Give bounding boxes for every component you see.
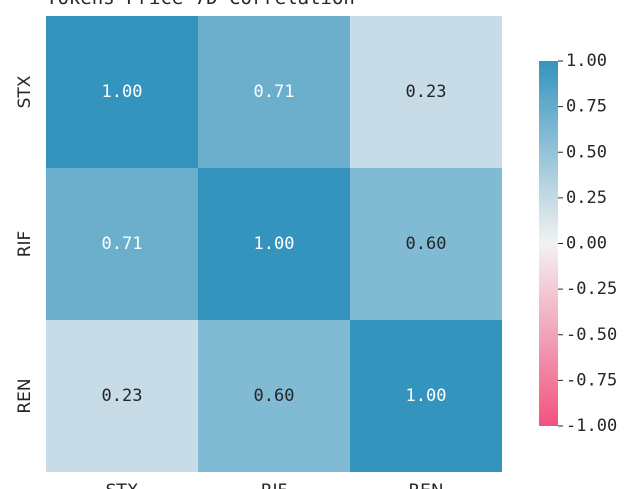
y-tick-label-stx: STX (15, 75, 35, 108)
heatmap-cells (46, 16, 502, 472)
cell-value-label: 1.00 (254, 234, 295, 254)
cell-value-label: 0.71 (102, 234, 143, 254)
heatmap-cell-ren-ren (350, 320, 502, 472)
cell-value-label: 0.60 (254, 386, 295, 406)
y-tick-label-rif: RIF (15, 231, 35, 258)
cell-value-label: 0.71 (254, 82, 295, 102)
heatmap-cell-stx-rif (198, 16, 350, 168)
colorbar (539, 61, 558, 426)
colorbar-tick-label: 0.25 (566, 188, 607, 208)
colorbar-ticks: 1.00 0.75 0.50 0.25 0.00 -0.25 -0.50 -0.75 -1.00 (558, 51, 617, 436)
heatmap-cell-stx-stx (46, 16, 198, 168)
x-tick-label-stx: STX (106, 481, 139, 489)
cell-value-label: 0.23 (406, 82, 447, 102)
x-tick-labels: STX RIF REN (106, 481, 444, 489)
heatmap-cell-ren-stx (46, 320, 198, 472)
y-tick-labels: STX RIF REN (15, 75, 35, 413)
cell-value-label: 0.60 (406, 234, 447, 254)
x-tick-label-rif: RIF (261, 481, 288, 489)
colorbar-tick-label: 0.75 (566, 97, 607, 117)
colorbar-tick-label: -0.75 (566, 370, 617, 390)
heatmap-cell-ren-rif (198, 320, 350, 472)
colorbar-tick-label: -0.25 (566, 279, 617, 299)
heatmap-cell-stx-ren (350, 16, 502, 168)
colorbar-tick-label: 0.00 (566, 234, 607, 254)
colorbar-tick-label: 1.00 (566, 51, 607, 71)
cell-value-label: 1.00 (406, 386, 447, 406)
x-tick-label-ren: REN (408, 481, 443, 489)
colorbar-tick-label: 0.50 (566, 142, 607, 162)
heatmap-cell-rif-stx (46, 168, 198, 320)
colorbar-tick-label: -0.50 (566, 325, 617, 345)
colorbar-tick-label: -1.00 (566, 416, 617, 436)
y-tick-label-ren: REN (15, 378, 35, 413)
cell-value-label: 1.00 (102, 82, 143, 102)
heatmap-cell-rif-rif (198, 168, 350, 320)
cell-value-label: 0.23 (102, 386, 143, 406)
heatmap-cell-labels: 1.00 0.71 0.23 0.71 1.00 0.60 0.23 0.60 1.00 (102, 82, 447, 406)
chart-title: Tokens Price 7D Correlation (46, 0, 526, 10)
heatmap-cell-rif-ren (350, 168, 502, 320)
